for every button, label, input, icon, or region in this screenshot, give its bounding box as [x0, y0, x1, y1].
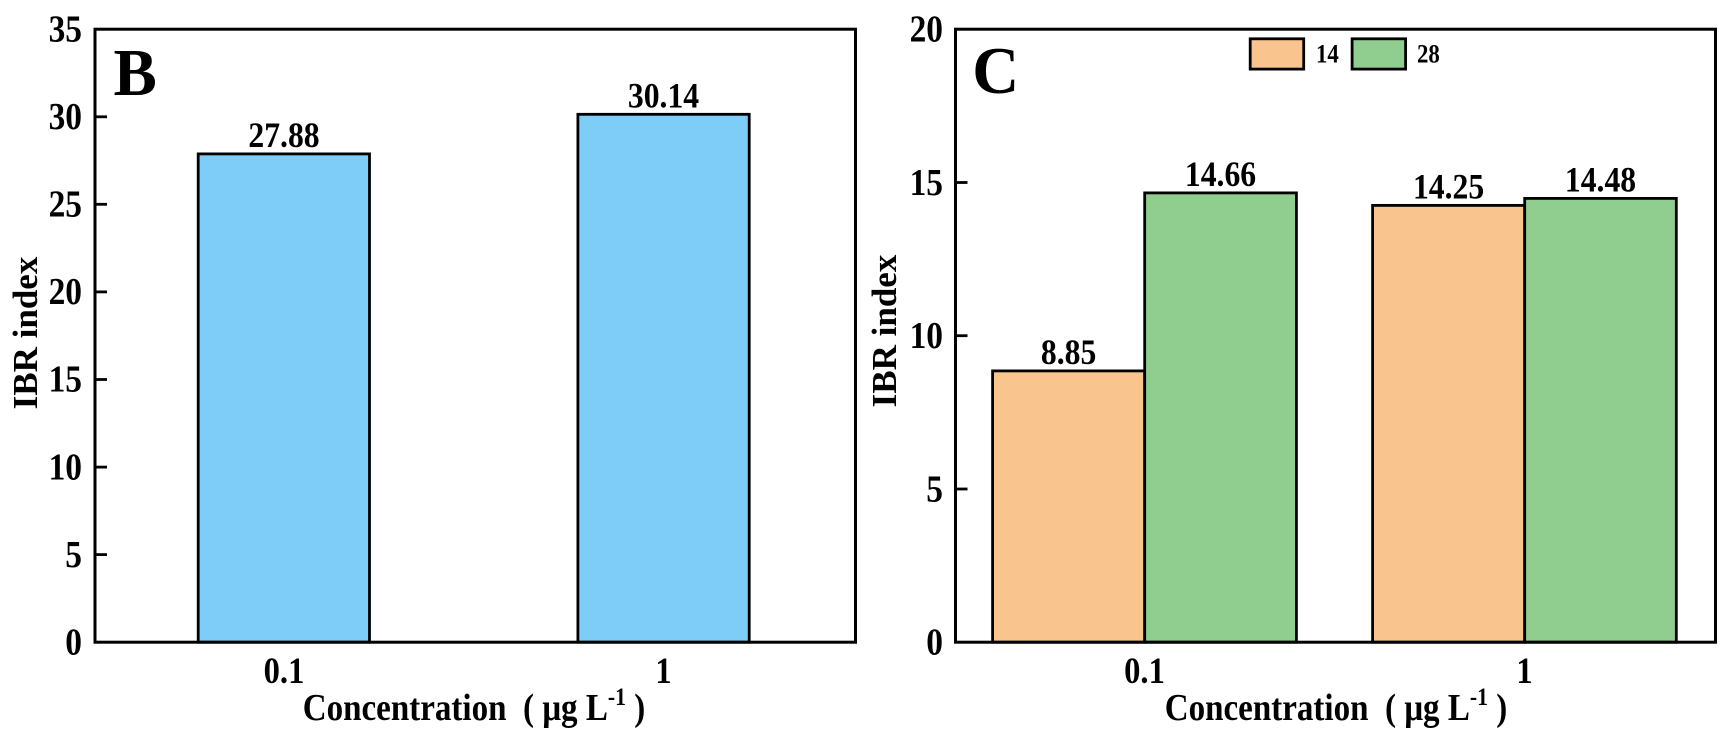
svg-text:14.48: 14.48	[1565, 161, 1636, 200]
svg-text:30: 30	[49, 95, 82, 137]
svg-text:0: 0	[65, 620, 82, 662]
svg-text:5: 5	[926, 467, 943, 509]
svg-text:Concentration ( μg L-1 ): Concentration ( μg L-1 )	[1165, 684, 1508, 729]
svg-text:C: C	[972, 34, 1019, 108]
svg-text:30.14: 30.14	[628, 77, 699, 116]
svg-text:0.1: 0.1	[264, 650, 305, 691]
svg-text:8.85: 8.85	[1041, 333, 1096, 372]
svg-text:28: 28	[1417, 40, 1440, 69]
svg-text:1: 1	[1516, 650, 1532, 691]
svg-text:27.88: 27.88	[248, 116, 319, 155]
svg-text:10: 10	[49, 445, 82, 487]
svg-text:35: 35	[49, 7, 82, 49]
svg-text:20: 20	[910, 7, 943, 49]
svg-text:1: 1	[655, 650, 671, 691]
svg-text:10: 10	[910, 314, 943, 356]
svg-text:IBR index: IBR index	[865, 254, 904, 407]
svg-text:B: B	[114, 36, 157, 110]
svg-text:IBR index: IBR index	[6, 256, 45, 409]
svg-text:20: 20	[49, 270, 82, 312]
svg-text:Concentration ( μg L-1 ): Concentration ( μg L-1 )	[303, 684, 646, 729]
svg-text:25: 25	[49, 183, 82, 225]
svg-text:14.25: 14.25	[1413, 168, 1484, 207]
svg-text:14.66: 14.66	[1185, 155, 1256, 194]
svg-text:0: 0	[926, 620, 943, 662]
svg-text:5: 5	[65, 533, 82, 575]
svg-text:15: 15	[910, 161, 943, 203]
svg-text:0.1: 0.1	[1124, 650, 1165, 691]
svg-text:15: 15	[49, 358, 82, 400]
svg-text:14: 14	[1316, 40, 1339, 69]
